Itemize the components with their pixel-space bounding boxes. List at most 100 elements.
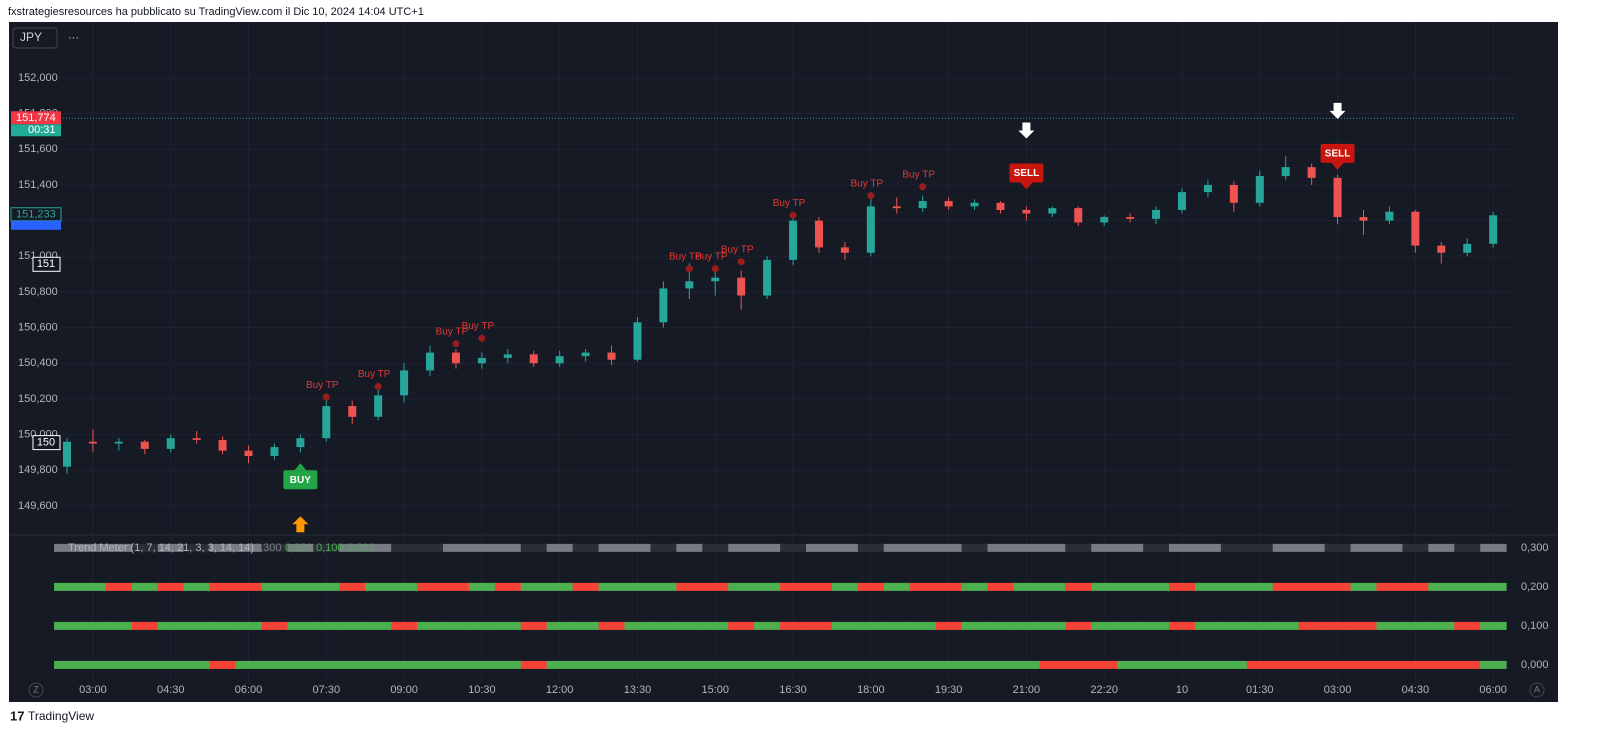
meter-segment (339, 660, 366, 669)
meter-segment (1428, 543, 1455, 552)
meter-segment (676, 621, 703, 630)
meter-segment (780, 660, 807, 669)
meter-segment (1272, 660, 1300, 669)
candle-body (244, 450, 253, 457)
level-box-label: 150 (37, 437, 55, 449)
meter-segment (1039, 582, 1066, 591)
meter-segment (1402, 621, 1429, 630)
candle-body (659, 288, 668, 323)
meter-segment (806, 543, 833, 552)
meter-segment (1065, 660, 1092, 669)
candle-body (711, 277, 720, 282)
meter-segment (1194, 621, 1222, 630)
meter-segment (572, 582, 600, 591)
meter-segment (1376, 543, 1403, 552)
marks-layer (54, 102, 1507, 669)
scale-mode-button[interactable] (28, 682, 44, 698)
meter-segment (1143, 660, 1170, 669)
meter-segment (728, 660, 755, 669)
y2-tick-label: 0,300 (1521, 542, 1549, 554)
meter-segment (1480, 582, 1507, 591)
auto-button[interactable] (1529, 682, 1545, 698)
tp-label: Buy TP (462, 321, 495, 332)
tp-dot (478, 334, 486, 342)
meter-segment (909, 582, 937, 591)
candle-body (763, 259, 772, 296)
candle-body (1152, 209, 1161, 219)
meter-segment (961, 543, 989, 552)
meter-segment (494, 543, 522, 552)
meter-segment (468, 621, 496, 630)
meter-legend-value: 0,300 (254, 542, 282, 554)
meter-segment (468, 660, 496, 669)
meter-segment (54, 660, 81, 669)
level-box (32, 435, 61, 451)
meter-segment (1402, 660, 1429, 669)
meter-segment (1454, 543, 1481, 552)
meter-segment (935, 543, 963, 552)
meter-segment (183, 582, 211, 591)
meter-segment (1117, 621, 1144, 630)
meter-segment (391, 543, 418, 552)
meter-segment (961, 582, 989, 591)
meter-segment (1272, 543, 1300, 552)
meter-segment (1220, 621, 1248, 630)
x-tick-label: 16:30 (779, 684, 807, 696)
overlay-layer: 149,600149,800150,000150,200150,400150,6… (10, 72, 1549, 696)
meter-segment (261, 582, 288, 591)
meter-segment (235, 660, 262, 669)
meter-segment (79, 660, 107, 669)
meter-segment (442, 621, 470, 630)
meter-segment (1194, 543, 1222, 552)
meter-segment (417, 621, 444, 630)
candle-body (1074, 208, 1083, 223)
meter-legend-value: 0,000 (347, 542, 375, 554)
y-tick-label: 151,600 (18, 143, 58, 155)
signal-label: SELL (1014, 168, 1040, 179)
candle-body (140, 441, 149, 449)
y-tick-label: 151,400 (18, 179, 58, 191)
x-tick-label: 07:30 (313, 684, 341, 696)
symbol[interactable]: JPY (20, 30, 42, 44)
candle-body (322, 406, 331, 439)
candle-body (1333, 177, 1342, 218)
candle-body (1281, 167, 1290, 177)
candle-body (1126, 217, 1135, 219)
meter-segment (728, 582, 755, 591)
meter-segment (183, 660, 211, 669)
meter-segment (417, 660, 444, 669)
meter-segment (883, 660, 911, 669)
auto[interactable]: A (1534, 684, 1540, 694)
meter-segment (1428, 660, 1455, 669)
price-tag-label: 151,774 (16, 112, 56, 124)
meter-segment (598, 543, 625, 552)
x-tick-label: 04:30 (1402, 684, 1430, 696)
meter-segment (131, 621, 159, 630)
meter-segment (1272, 621, 1300, 630)
meter-segment (1350, 582, 1377, 591)
meter-segment (546, 543, 574, 552)
meter-segment (1143, 582, 1170, 591)
meter-segment (1454, 621, 1481, 630)
meter-segment (442, 543, 470, 552)
meter-segment (183, 621, 211, 630)
meter-segment (1454, 582, 1481, 591)
candle-body (1177, 192, 1186, 210)
meter-segment (935, 660, 963, 669)
meter-segment (313, 660, 340, 669)
menu[interactable]: ··· (68, 32, 79, 44)
meter-segment (1402, 543, 1429, 552)
meter-segment (1169, 582, 1196, 591)
meter-segment (339, 621, 366, 630)
symbol-box[interactable] (12, 27, 58, 49)
meter-segment (1480, 543, 1507, 552)
scale-mode[interactable]: Z (33, 684, 39, 694)
y-tick-label: 149,800 (18, 464, 58, 476)
x-tick-label: 19:30 (935, 684, 963, 696)
meter-segment (676, 582, 703, 591)
meter-legend-value: 0,100 (316, 542, 344, 554)
meter-segment (105, 621, 133, 630)
meter-segment (598, 660, 625, 669)
meter-segment (365, 660, 392, 669)
